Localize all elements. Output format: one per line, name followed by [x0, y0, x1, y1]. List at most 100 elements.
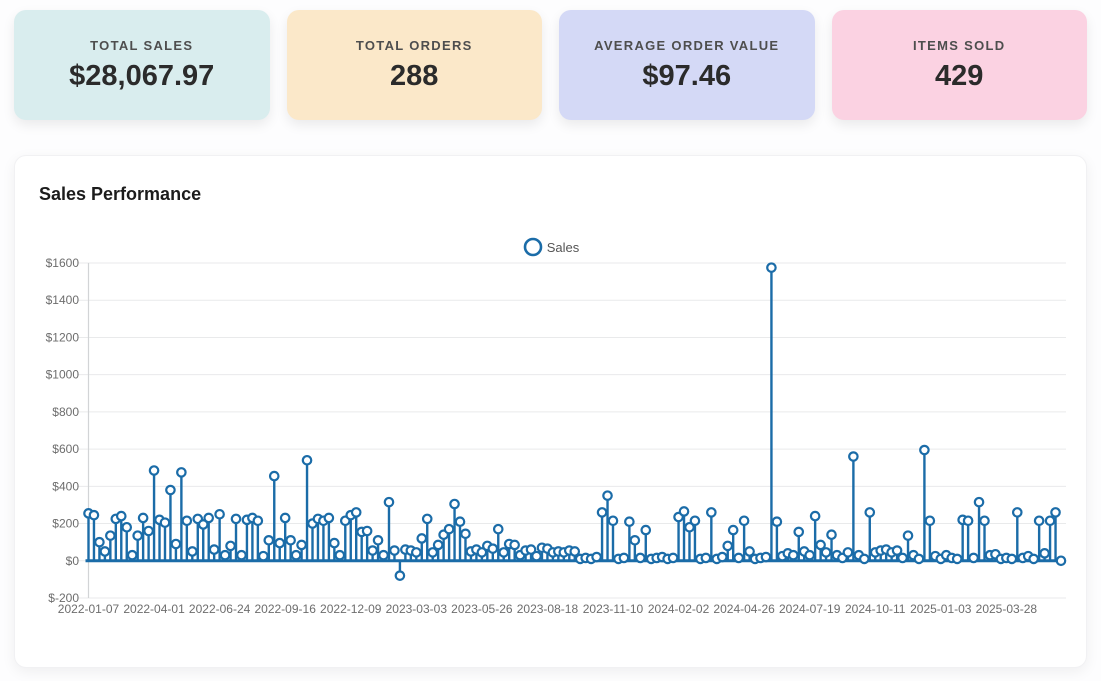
data-point-marker[interactable] — [143, 525, 154, 537]
data-point-marker[interactable] — [1011, 507, 1023, 518]
data-point-marker[interactable] — [443, 523, 455, 535]
data-point-marker[interactable] — [804, 549, 815, 561]
data-point-marker[interactable] — [793, 526, 805, 538]
data-point-marker[interactable] — [968, 552, 979, 564]
data-point-marker[interactable] — [132, 530, 143, 541]
data-point-marker[interactable] — [383, 496, 395, 508]
data-point-marker[interactable] — [285, 535, 296, 546]
data-point-marker[interactable] — [891, 545, 903, 556]
data-point-marker[interactable] — [421, 513, 433, 525]
data-point-marker[interactable] — [531, 550, 542, 562]
data-point-marker[interactable] — [1028, 553, 1039, 565]
data-point-marker[interactable] — [115, 510, 127, 522]
data-point-marker[interactable] — [181, 515, 193, 527]
data-point-marker[interactable] — [678, 506, 690, 517]
data-point-marker[interactable] — [427, 547, 438, 558]
data-point-marker[interactable] — [689, 515, 701, 527]
data-point-marker[interactable] — [389, 545, 400, 556]
data-point-marker[interactable] — [449, 498, 460, 510]
data-point-marker[interactable] — [1033, 515, 1045, 527]
data-point-marker[interactable] — [1044, 515, 1056, 527]
data-point-marker[interactable] — [170, 538, 182, 550]
data-point-marker[interactable] — [1055, 555, 1067, 567]
data-point-marker[interactable] — [667, 552, 679, 564]
data-point-marker[interactable] — [602, 490, 613, 501]
data-point-marker[interactable] — [727, 524, 739, 536]
data-point-marker[interactable] — [1006, 553, 1018, 565]
data-point-marker[interactable] — [367, 545, 378, 556]
data-point-marker[interactable] — [591, 551, 602, 563]
data-point-marker[interactable] — [787, 549, 799, 561]
data-point-marker[interactable] — [203, 512, 214, 524]
data-point-marker[interactable] — [323, 512, 335, 524]
data-point-marker[interactable] — [848, 451, 859, 462]
data-point-marker[interactable] — [290, 549, 302, 561]
data-point-marker[interactable] — [842, 547, 854, 558]
data-point-marker[interactable] — [618, 552, 630, 564]
data-point-marker[interactable] — [197, 519, 209, 530]
data-point-marker[interactable] — [225, 540, 236, 552]
data-point-marker[interactable] — [509, 539, 520, 551]
data-point-marker[interactable] — [148, 465, 160, 476]
data-point-marker[interactable] — [640, 524, 652, 536]
data-point-marker[interactable] — [913, 553, 925, 565]
data-point-marker[interactable] — [252, 515, 264, 527]
data-point-marker[interactable] — [274, 537, 286, 549]
data-point-marker[interactable] — [902, 530, 914, 541]
data-point-marker[interactable] — [159, 517, 171, 528]
data-point-marker[interactable] — [230, 513, 242, 525]
data-point-marker[interactable] — [454, 516, 466, 527]
data-point-marker[interactable] — [105, 530, 116, 541]
data-point-marker[interactable] — [94, 536, 105, 548]
data-point-marker[interactable] — [268, 470, 280, 482]
data-point-marker[interactable] — [1050, 507, 1061, 518]
data-point-marker[interactable] — [706, 507, 717, 518]
data-point-marker[interactable] — [219, 549, 231, 561]
data-point-marker[interactable] — [973, 496, 985, 508]
data-point-marker[interactable] — [126, 549, 138, 561]
data-point-marker[interactable] — [176, 467, 187, 478]
data-point-marker[interactable] — [897, 552, 908, 564]
data-point-marker[interactable] — [738, 515, 750, 527]
data-point-marker[interactable] — [629, 535, 641, 546]
data-point-marker[interactable] — [924, 515, 936, 527]
data-point-marker[interactable] — [766, 262, 777, 273]
data-point-marker[interactable] — [432, 539, 444, 551]
data-point-marker[interactable] — [596, 507, 608, 518]
data-point-marker[interactable] — [722, 540, 734, 552]
data-point-marker[interactable] — [258, 550, 269, 562]
data-point-marker[interactable] — [951, 553, 963, 565]
data-point-marker[interactable] — [361, 525, 373, 537]
data-point-marker[interactable] — [208, 544, 220, 555]
data-point-marker[interactable] — [350, 507, 362, 518]
data-point-marker[interactable] — [962, 515, 974, 527]
data-point-marker[interactable] — [809, 510, 821, 522]
data-point-marker[interactable] — [121, 521, 133, 533]
data-point-marker[interactable] — [214, 508, 225, 520]
data-point-marker[interactable] — [476, 547, 488, 558]
data-point-marker[interactable] — [236, 549, 247, 561]
data-point-marker[interactable] — [1039, 548, 1050, 559]
data-point-marker[interactable] — [372, 535, 384, 546]
data-point-marker[interactable] — [525, 544, 537, 555]
data-point-marker[interactable] — [684, 521, 695, 533]
data-point-marker[interactable] — [263, 535, 275, 546]
data-point-marker[interactable] — [820, 547, 832, 558]
data-point-marker[interactable] — [498, 547, 510, 558]
data-point-marker[interactable] — [919, 444, 930, 456]
data-point-marker[interactable] — [635, 552, 646, 564]
data-point-marker[interactable] — [771, 516, 783, 527]
data-point-marker[interactable] — [826, 529, 837, 541]
data-point-marker[interactable] — [301, 454, 313, 466]
data-point-marker[interactable] — [569, 546, 581, 557]
data-point-marker[interactable] — [99, 546, 111, 557]
data-point-marker[interactable] — [296, 539, 307, 551]
data-point-marker[interactable] — [279, 512, 291, 524]
data-point-marker[interactable] — [859, 553, 870, 565]
data-point-marker[interactable] — [624, 516, 635, 527]
data-point-marker[interactable] — [416, 533, 428, 544]
data-point-marker[interactable] — [329, 537, 340, 549]
data-point-marker[interactable] — [733, 552, 744, 564]
data-point-marker[interactable] — [187, 546, 198, 557]
data-point-marker[interactable] — [487, 543, 499, 554]
